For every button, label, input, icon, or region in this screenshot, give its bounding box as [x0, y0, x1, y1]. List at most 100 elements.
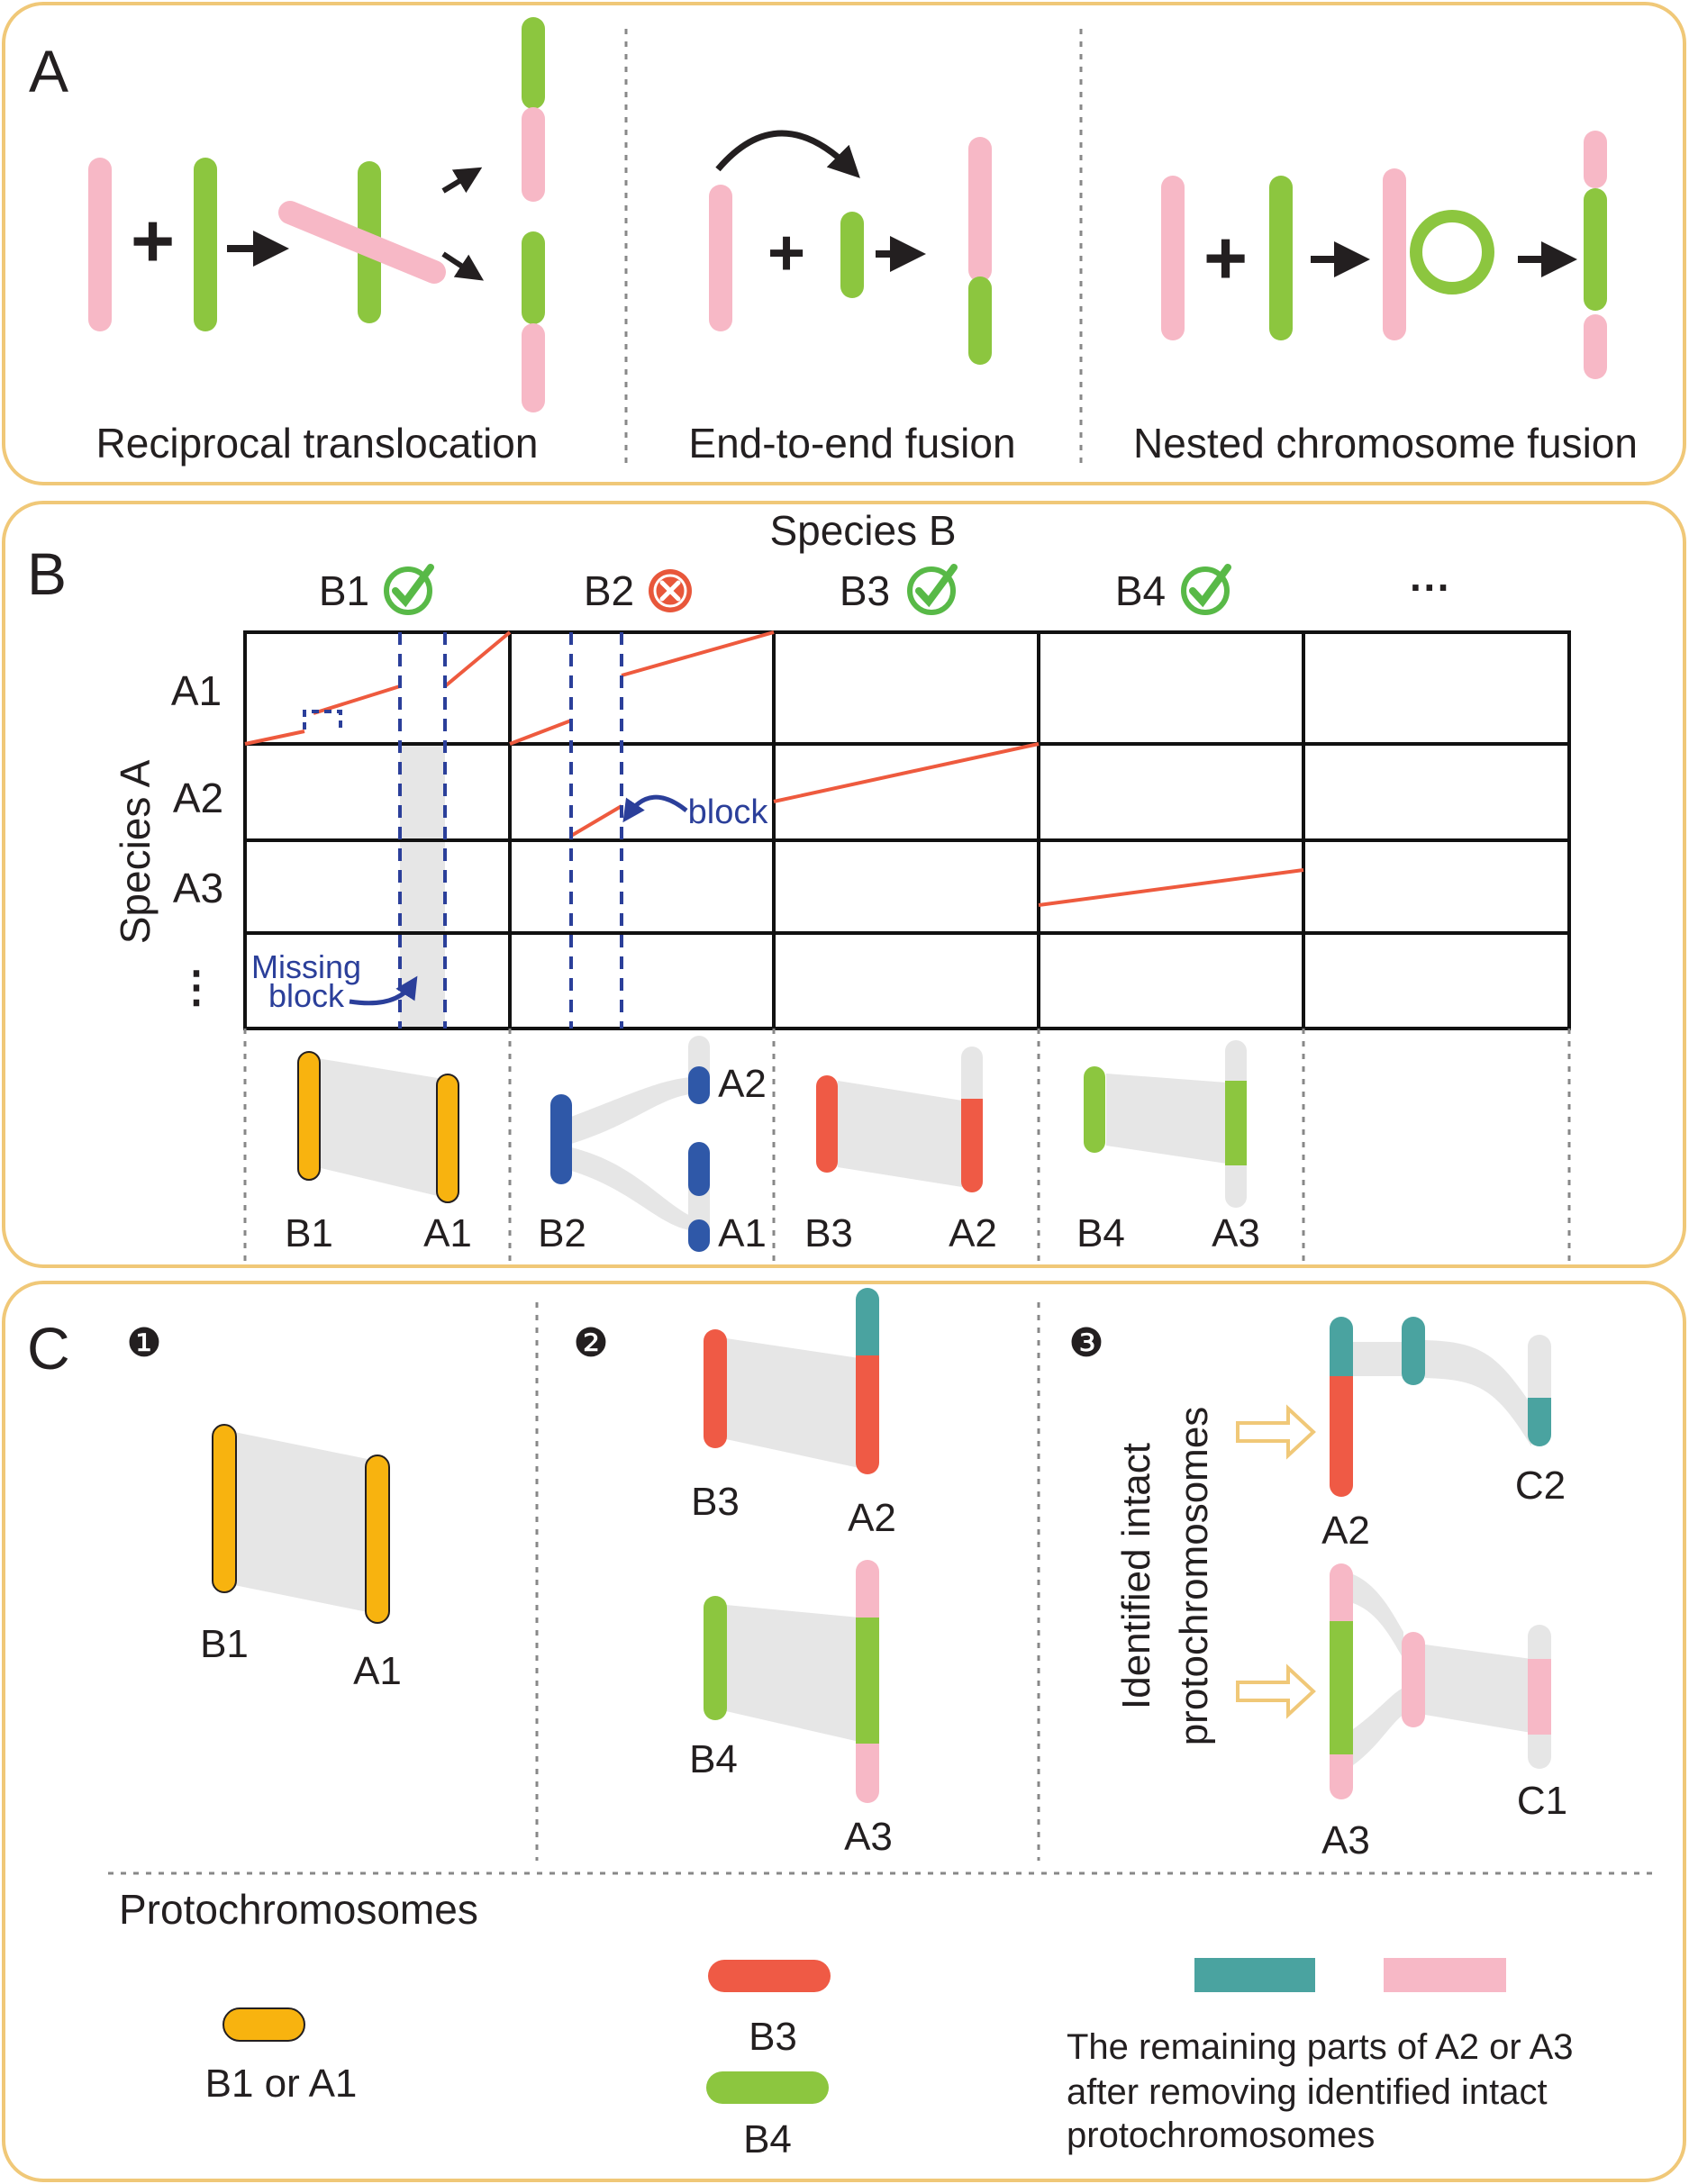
chromosome-a1 [365, 1454, 390, 1624]
step-3-number: ❸ [1068, 1321, 1103, 1365]
plus-sign: + [1203, 215, 1248, 300]
identified-label-line2: protochromosomes [1172, 1407, 1216, 1746]
label-a2: A2 [949, 1211, 997, 1255]
chromosome-a3-green [1330, 1621, 1353, 1754]
chromosome-b3 [816, 1075, 838, 1173]
block-arrow [622, 794, 688, 823]
synteny-column-separators [243, 1029, 1571, 1263]
chromosome-a3-green [1225, 1081, 1247, 1165]
legend-swatch-red [708, 1960, 831, 1992]
chromosome-a1-top [688, 1142, 710, 1196]
hollow-arrow-icon [1236, 1663, 1316, 1719]
column-header-b3: B3 [840, 567, 890, 614]
legend-swatch-green [706, 2071, 829, 2104]
step2-synteny-b3-a2: B3 A2 [691, 1288, 896, 1540]
arrow-down-right [441, 251, 485, 281]
step-2-number: ❷ [573, 1321, 608, 1365]
label-b3: B3 [804, 1211, 853, 1255]
chromosome-a3-green [856, 1618, 879, 1744]
chromosome-a1 [436, 1074, 459, 1203]
arrow-up-right [441, 167, 483, 194]
synteny-b1-a1: B1 A1 [285, 1051, 472, 1255]
missing-label-line2: block [268, 977, 345, 1014]
chromosome-a2-red [856, 1355, 879, 1474]
caption-end-to-end-fusion: End-to-end fusion [688, 420, 1015, 467]
synteny-dots [244, 630, 1304, 907]
panel-c-frame [2, 1281, 1686, 2182]
block-boundaries [398, 632, 623, 1029]
check-icon [384, 564, 434, 615]
label-c2: C2 [1515, 1464, 1566, 1508]
label-a3: A3 [1321, 1818, 1370, 1862]
end-to-end-fusion-diagram: + End-to-end fusion [688, 130, 1016, 467]
label-c1: C1 [1517, 1779, 1567, 1823]
plus-sign: + [767, 217, 805, 289]
species-a-label: Species A [112, 759, 159, 944]
panel-a: A + Reciprocal translocation + [2, 2, 1686, 485]
hollow-arrow-icon [1236, 1404, 1316, 1460]
row-label-more: ⋮ [175, 964, 218, 1011]
step-1-number: ❶ [126, 1321, 161, 1365]
legend-item1: B1 or A1 [205, 2062, 358, 2106]
chromosome-a2-red [961, 1099, 983, 1192]
synteny-b3-a2: B3 A2 [804, 1047, 997, 1255]
identified-label-line1: Identified intact [1114, 1443, 1158, 1709]
chromosome-green-ring [1410, 210, 1494, 295]
step3-diagram: Identified intact protochromosomes A2 C2 [1114, 1317, 1567, 1862]
chromosome-a1-bottom [688, 1219, 710, 1252]
step1-synteny: B1 A1 [200, 1424, 402, 1693]
nested-fusion-diagram: + Nested chromosome fusion [1133, 131, 1638, 467]
label-b1: B1 [285, 1211, 333, 1255]
protochromosome-pink [1402, 1632, 1425, 1727]
chromosome-pink-crossing [278, 201, 446, 284]
chromosome-b3 [704, 1329, 727, 1448]
legend-swatch-teal [1194, 1958, 1315, 1992]
chromosome-b1 [212, 1424, 237, 1593]
row-label-a1: A1 [171, 667, 222, 714]
legend-swatch-pink [1384, 1958, 1506, 1992]
column-header-b1: B1 [319, 567, 369, 614]
legend-note-line2: after removing identified intact [1067, 2072, 1548, 2112]
legend-note-line1: The remaining parts of A2 or A3 [1067, 2027, 1574, 2067]
column-header-b4: B4 [1115, 567, 1166, 614]
chromosome-a2-block [688, 1066, 710, 1104]
legend-title: Protochromosomes [119, 1886, 478, 1933]
panel-b-letter: B [27, 540, 67, 607]
label-a2: A2 [848, 1496, 896, 1540]
cross-icon [649, 569, 692, 612]
caption-nested-fusion: Nested chromosome fusion [1133, 420, 1638, 467]
legend-note-line3: protochromosomes [1067, 2116, 1375, 2155]
panel-b-frame [2, 501, 1686, 1268]
synteny-b4-a3: B4 A3 [1076, 1040, 1260, 1255]
plus-sign: + [131, 198, 175, 283]
dotplot-grid [243, 630, 1571, 1030]
panel-a-frame [2, 2, 1686, 485]
panel-c-letter: C [27, 1315, 70, 1382]
legend-item3: B4 [743, 2117, 792, 2161]
check-icon [907, 564, 958, 615]
chromosome-b2 [550, 1094, 572, 1184]
label-b3: B3 [691, 1480, 740, 1524]
missing-label-line1: Missing [251, 948, 361, 985]
label-b1: B1 [200, 1622, 249, 1666]
label-a2: A2 [718, 1062, 767, 1106]
chromosome-b4 [1084, 1066, 1105, 1153]
label-b2: B2 [538, 1211, 586, 1255]
reciprocal-translocation-diagram: + Reciprocal translocation [88, 17, 545, 467]
label-a2: A2 [1321, 1509, 1370, 1553]
label-b4: B4 [689, 1737, 738, 1781]
synteny-b2: B2 A2 A1 [538, 1036, 767, 1255]
label-a1: A1 [353, 1649, 402, 1693]
missing-block-arrow [349, 975, 418, 1006]
block-label: block [688, 793, 769, 831]
column-header-b2: B2 [584, 567, 634, 614]
check-icon [1181, 564, 1231, 615]
legend-swatch-orange [222, 2007, 305, 2042]
species-b-label: Species B [769, 507, 956, 554]
chromosome-c1-pink [1528, 1659, 1551, 1735]
label-a1: A1 [423, 1211, 472, 1255]
row-label-a3: A3 [173, 865, 223, 911]
caption-reciprocal-translocation: Reciprocal translocation [96, 420, 539, 467]
row-label-a2: A2 [173, 775, 223, 821]
